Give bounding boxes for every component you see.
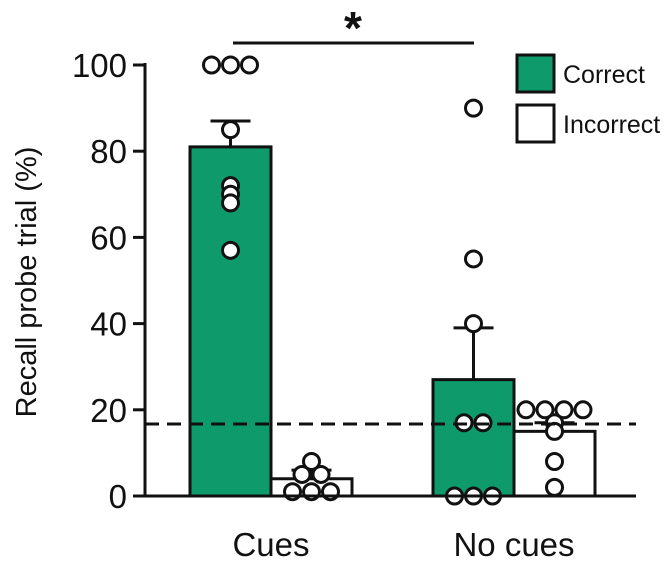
data-point bbox=[545, 421, 564, 441]
data-point bbox=[535, 400, 555, 420]
legend-label-incorrect: Incorrect bbox=[563, 111, 660, 139]
data-point bbox=[545, 477, 564, 497]
legend-label-correct: Correct bbox=[563, 61, 645, 89]
x-category-label: Cues bbox=[232, 526, 309, 563]
data-point bbox=[292, 464, 312, 484]
data-point bbox=[545, 452, 564, 472]
legend-swatch-correct bbox=[515, 53, 556, 94]
data-point bbox=[302, 452, 321, 472]
significance-star: * bbox=[344, 2, 362, 54]
data-point bbox=[202, 55, 221, 75]
data-points bbox=[202, 55, 593, 506]
legend-swatch-incorrect bbox=[515, 103, 556, 144]
y-tick-label: 40 bbox=[90, 306, 127, 343]
data-point bbox=[554, 400, 574, 420]
y-axis-label: Recall probe trial (%) bbox=[11, 147, 43, 418]
bar-correct-no-cues bbox=[431, 378, 516, 498]
data-point bbox=[221, 240, 240, 260]
significance-annotation: * bbox=[233, 2, 474, 54]
y-axis: 0 20 40 60 80 100 bbox=[72, 47, 147, 515]
data-point bbox=[221, 120, 240, 140]
data-point bbox=[464, 98, 483, 118]
data-point bbox=[311, 464, 331, 484]
data-point bbox=[573, 400, 593, 420]
data-point bbox=[221, 55, 240, 75]
x-category-label: No cues bbox=[453, 526, 574, 563]
y-tick-label: 0 bbox=[109, 478, 127, 515]
data-point bbox=[516, 400, 536, 420]
data-point bbox=[464, 314, 483, 334]
y-tick-label: 80 bbox=[90, 133, 127, 170]
y-tick-label: 60 bbox=[90, 219, 127, 256]
data-point bbox=[464, 249, 483, 269]
bars bbox=[188, 119, 597, 498]
legend: Correct Incorrect bbox=[515, 53, 660, 144]
y-tick-label: 100 bbox=[72, 47, 127, 84]
x-axis: Cues No cues bbox=[145, 494, 636, 563]
data-point bbox=[240, 55, 259, 75]
y-tick-label: 20 bbox=[90, 392, 127, 429]
data-point bbox=[221, 193, 240, 213]
